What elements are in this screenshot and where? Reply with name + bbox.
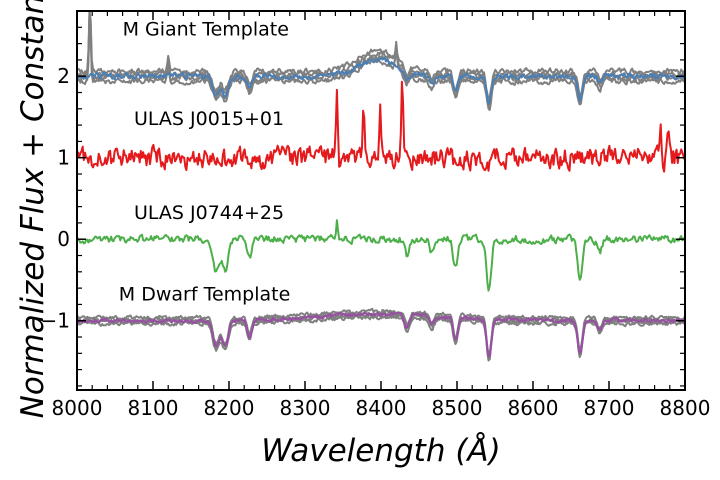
x-tick-label: 8400 (356, 396, 407, 420)
annotation-ulas-j0744-25: ULAS J0744+25 (134, 202, 284, 224)
y-axis-label: Normalized Flux + Constant (15, 0, 51, 418)
x-tick-label: 8600 (508, 396, 559, 420)
x-tick-label: 8100 (128, 396, 179, 420)
x-tick-label: 8300 (280, 396, 331, 420)
y-tick-label: 0 (57, 227, 70, 251)
y-tick-label: 1 (57, 146, 70, 170)
x-axis-label: Wavelength (Å) (261, 433, 500, 469)
tick-layer: 8000 8100 8200 8300 8400 8500 8600 8700 8800 2 1 0 −… (41, 10, 711, 420)
series-line-ulas-j0744-25 (76, 219, 686, 292)
x-tick-label: 8800 (660, 396, 711, 420)
x-tick-label: 8700 (584, 396, 635, 420)
series-line-m-giant-template-individual-spectra-4 (76, 10, 686, 101)
annotation-ulas-j0015-01: ULAS J0015+01 (134, 108, 284, 130)
series-layer (76, 10, 686, 362)
annotation-m-giant-template: M Giant Template (123, 18, 289, 40)
annotation-m-dwarf-template: M Dwarf Template (119, 283, 290, 305)
x-tick-label: 8500 (432, 396, 483, 420)
series-line-m-dwarf-template (76, 311, 686, 358)
x-tick-label: 8200 (204, 396, 255, 420)
annotation-layer: M Giant Template ULAS J0015+01 ULAS J0744+… (119, 18, 290, 305)
x-tick-label: 8000 (52, 396, 103, 420)
series-line-m-giant-template (76, 56, 686, 105)
series-line-ulas-j0015-01 (76, 80, 686, 173)
y-tick-label: 2 (57, 64, 70, 88)
y-tick-label: −1 (41, 309, 70, 333)
